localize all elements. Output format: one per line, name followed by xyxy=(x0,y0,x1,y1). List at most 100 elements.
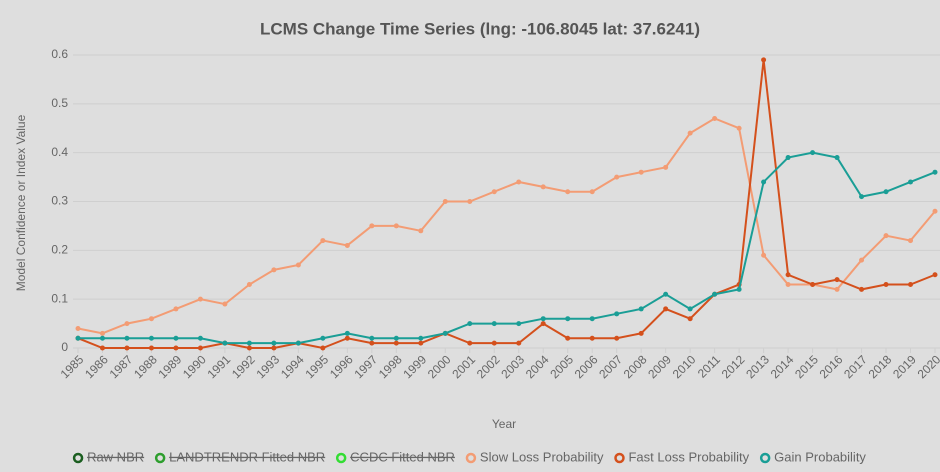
x-tick-label: 2005 xyxy=(547,352,576,381)
x-tick-label: 1990 xyxy=(180,352,209,381)
data-point xyxy=(173,306,179,312)
y-axis-label: Model Confidence or Index Value xyxy=(14,114,28,291)
data-point xyxy=(565,335,571,341)
data-point xyxy=(614,174,620,180)
legend-marker xyxy=(759,452,771,464)
x-tick-label: 2010 xyxy=(670,352,699,381)
legend-marker xyxy=(465,452,477,464)
x-tick-label: 2018 xyxy=(866,352,895,381)
data-point xyxy=(393,223,399,229)
data-point xyxy=(393,335,399,341)
y-tick-label: 0 xyxy=(61,340,68,354)
x-tick-label: 2011 xyxy=(695,352,723,380)
data-point xyxy=(124,321,130,327)
x-tick-label: 1986 xyxy=(82,352,111,381)
data-point xyxy=(663,306,669,312)
x-tick-label: 2016 xyxy=(817,352,846,381)
x-tick-label: 1996 xyxy=(327,352,356,381)
x-tick-label: 2012 xyxy=(719,352,748,381)
data-point xyxy=(540,321,546,327)
y-tick-label: 0.2 xyxy=(51,243,68,257)
x-tick-label: 2006 xyxy=(572,352,601,381)
data-point xyxy=(834,155,840,161)
chart-title: LCMS Change Time Series (lng: -106.8045 … xyxy=(260,19,700,38)
data-point xyxy=(565,189,571,195)
x-tick-label: 2013 xyxy=(743,352,772,381)
data-point xyxy=(540,316,546,322)
data-point xyxy=(834,277,840,283)
x-tick-label: 2002 xyxy=(474,352,503,381)
data-point xyxy=(418,228,424,234)
data-point xyxy=(418,335,424,341)
data-point xyxy=(712,115,718,121)
series-line xyxy=(77,117,936,335)
legend-label: Raw NBR xyxy=(87,449,144,464)
data-point xyxy=(614,311,620,317)
data-point xyxy=(908,179,914,185)
data-point xyxy=(932,272,938,278)
x-tick-label: 1997 xyxy=(351,352,380,381)
data-point xyxy=(687,306,693,312)
data-point xyxy=(761,57,767,63)
legend-item[interactable]: CCDC Fitted NBR xyxy=(335,449,455,464)
data-point xyxy=(320,335,326,341)
y-tick-label: 0.6 xyxy=(51,47,68,61)
data-point xyxy=(810,150,816,156)
legend-item[interactable]: Slow Loss Probability xyxy=(465,449,604,464)
data-point xyxy=(246,282,252,288)
data-point xyxy=(295,262,301,268)
legend-label: Gain Probability xyxy=(774,449,866,464)
series-line xyxy=(78,151,936,345)
data-point xyxy=(271,345,277,351)
data-point xyxy=(491,189,497,195)
x-tick-label: 1988 xyxy=(131,352,160,381)
x-tick-label: 1994 xyxy=(278,352,307,381)
data-point xyxy=(687,130,693,136)
data-point xyxy=(222,340,228,346)
data-point xyxy=(271,267,277,273)
x-tick-label: 2003 xyxy=(498,352,527,381)
data-point xyxy=(369,223,375,229)
x-tick-label: 2001 xyxy=(449,352,478,381)
x-tick-label: 1992 xyxy=(229,352,258,381)
data-point xyxy=(271,340,277,346)
data-point xyxy=(638,330,644,336)
legend-item[interactable]: Gain Probability xyxy=(759,449,866,464)
legend-label: Fast Loss Probability xyxy=(628,449,749,464)
x-tick-label: 2000 xyxy=(425,352,454,381)
x-tick-label: 2015 xyxy=(792,352,821,381)
legend-label: LANDTRENDR Fitted NBR xyxy=(169,449,325,464)
data-point xyxy=(295,340,301,346)
data-point xyxy=(859,194,865,200)
x-tick-label: 2007 xyxy=(596,352,625,381)
data-point xyxy=(540,184,546,190)
data-point xyxy=(344,330,350,336)
x-tick-label: 2004 xyxy=(523,352,552,381)
data-point xyxy=(810,282,816,288)
data-point xyxy=(442,199,448,204)
data-point xyxy=(516,179,522,185)
data-point xyxy=(859,286,865,292)
data-point xyxy=(589,316,595,322)
data-point xyxy=(761,179,767,185)
legend-item[interactable]: Raw NBR xyxy=(72,449,144,464)
data-point xyxy=(467,340,473,346)
data-point xyxy=(761,252,767,258)
legend-label: CCDC Fitted NBR xyxy=(350,449,455,464)
data-point xyxy=(491,321,497,327)
data-point xyxy=(99,345,105,351)
legend-item[interactable]: LANDTRENDR Fitted NBR xyxy=(154,449,325,464)
legend-marker xyxy=(72,452,84,464)
data-point xyxy=(908,282,914,288)
data-point xyxy=(589,189,595,195)
data-point xyxy=(516,340,522,346)
x-tick-label: 2019 xyxy=(890,352,919,381)
legend-item[interactable]: Fast Loss Probability xyxy=(614,449,750,464)
x-tick-label: 2014 xyxy=(768,352,797,381)
data-point xyxy=(712,291,718,297)
x-tick-label: 1987 xyxy=(107,352,136,381)
x-tick-label: 1991 xyxy=(204,352,233,381)
data-point xyxy=(246,340,252,346)
data-point xyxy=(197,335,203,341)
